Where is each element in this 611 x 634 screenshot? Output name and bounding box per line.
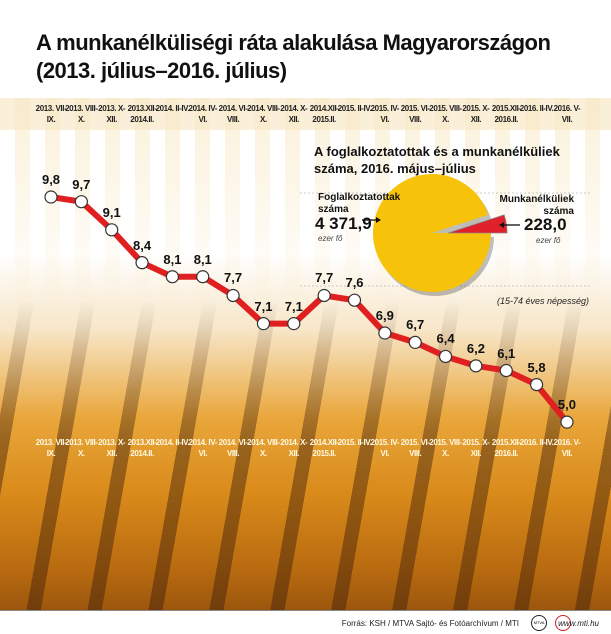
employed-value: 4 371,9 — [315, 214, 372, 233]
mti-logo — [555, 615, 571, 631]
x-tick-label: 2014. X-XII. — [280, 104, 308, 124]
website-link[interactable]: www.mti.hu — [558, 619, 599, 628]
footer: Forrás: KSH / MTVA Sajtó- és Fotóarchívu… — [0, 610, 611, 634]
pie-slice-unemployed — [447, 214, 508, 234]
x-tick-label: 2016. V-VII. — [553, 438, 581, 458]
title-line-1: A munkanélküliségi ráta alakulása Magyar… — [36, 30, 551, 55]
x-tick-label: 2013. X-XII. — [98, 438, 126, 458]
x-tick-label: 2015. IV-VI. — [370, 104, 400, 124]
x-tick-label: 2015.XII- 2016.II. — [491, 104, 521, 124]
x-tick-label: 2015.XII- 2016.II. — [491, 438, 521, 458]
top-axis-band — [0, 98, 611, 130]
x-tick-label: 2015. X-XII. — [462, 104, 490, 124]
x-tick-label: 2013. VIII-X. — [65, 104, 98, 124]
data-label: 5,8 — [527, 359, 546, 375]
x-tick-label: 2013.XII- 2014.II. — [127, 438, 157, 458]
x-tick-label: 2013.XII- 2014.II. — [127, 104, 157, 124]
x-tick-label: 2013. VII-IX. — [35, 438, 67, 458]
x-tick-label: 2015. X-XII. — [462, 438, 490, 458]
employed-label: Foglalkoztatottak száma — [318, 192, 401, 215]
data-point — [287, 317, 301, 331]
x-tick-label: 2014. IV-VI. — [188, 104, 218, 124]
data-label: 7,7 — [315, 270, 334, 286]
population-note: (15-74 éves népesség) — [497, 296, 590, 306]
data-point — [74, 195, 88, 209]
x-tick-label: 2014. VI-VIII. — [218, 438, 248, 458]
mtva-logo: MTVA — [531, 615, 547, 631]
x-tick-label: 2016. II-IV. — [519, 438, 554, 447]
data-point — [165, 270, 179, 284]
x-tick-label: 2014. IV-VI. — [188, 438, 218, 458]
column-bands — [0, 98, 611, 308]
data-label: 5,0 — [557, 397, 576, 413]
x-tick-label: 2014. VIII-X. — [247, 438, 280, 458]
data-point — [408, 335, 422, 349]
data-label: 7,7 — [224, 270, 243, 286]
data-point — [378, 326, 392, 340]
x-tick-label: 2016. II-IV. — [519, 104, 554, 113]
data-point — [347, 293, 362, 307]
source-text: Forrás: KSH / MTVA Sajtó- és Fotóarchívu… — [341, 619, 519, 628]
data-label: 6,1 — [497, 345, 516, 361]
data-label: 7,1 — [284, 298, 303, 314]
unemployed-unit: ezer fő — [536, 236, 561, 245]
pie-slice-employed — [373, 174, 491, 293]
data-point — [256, 317, 271, 331]
x-tick-label: 2015. VIII-X. — [429, 104, 462, 124]
title-line-2: (2013. július–2016. július) — [36, 58, 287, 83]
data-label: 6,7 — [406, 317, 425, 333]
data-point — [469, 359, 483, 373]
data-label: 9,1 — [102, 204, 121, 220]
data-point — [196, 270, 210, 284]
x-tick-label: 2015. VIII-X. — [429, 438, 462, 458]
x-tick-label: 2014. VIII-X. — [247, 104, 280, 124]
data-point — [105, 223, 119, 237]
data-label: 9,7 — [72, 176, 91, 192]
data-label: 7,6 — [345, 275, 364, 291]
x-tick-label: 2015. II-IV. — [337, 104, 372, 113]
data-label: 6,4 — [436, 331, 455, 347]
data-point — [226, 288, 240, 303]
x-tick-label: 2014. II-IV. — [155, 438, 190, 447]
data-point — [499, 363, 513, 378]
data-point — [44, 190, 58, 204]
unemployed-value: 228,0 — [524, 215, 567, 234]
x-tick-label: 2015. VI-VIII. — [400, 438, 430, 458]
data-label: 6,9 — [375, 308, 394, 323]
x-tick-label: 2015. VI-VIII. — [400, 104, 430, 124]
x-tick-label: 2014.XII- 2015.II. — [309, 438, 339, 458]
employed-unit: ezer fő — [318, 234, 343, 243]
x-tick-label: 2014. II-IV. — [155, 104, 190, 113]
x-tick-label: 2013. X-XII. — [98, 104, 126, 124]
data-label: 8,1 — [193, 251, 212, 267]
data-label: 6,2 — [466, 340, 485, 356]
data-label: 8,4 — [133, 237, 152, 253]
x-tick-label: 2015. II-IV. — [337, 438, 372, 447]
data-point — [135, 256, 149, 270]
unemployed-label: Munkanélküliek száma — [499, 194, 574, 217]
data-label: 8,1 — [163, 251, 182, 267]
data-label: 7,1 — [254, 298, 273, 314]
background-photo — [0, 300, 611, 610]
data-point — [529, 378, 544, 392]
x-tick-label: 2016. V-VII. — [553, 104, 581, 124]
data-point — [438, 349, 453, 364]
x-tick-label: 2015. IV-VI. — [370, 438, 400, 458]
data-point — [317, 288, 331, 303]
data-point — [560, 415, 574, 429]
x-tick-label: 2014.XII- 2015.II. — [309, 104, 339, 124]
x-tick-label: 2014. X-XII. — [280, 438, 308, 458]
x-tick-label: 2014. VI-VIII. — [218, 104, 248, 124]
pie-title: A foglalkoztatottak és a munkanélküliek … — [314, 144, 560, 176]
data-label: 9,8 — [41, 172, 61, 187]
x-tick-label: 2013. VII-IX. — [35, 104, 67, 124]
x-tick-label: 2013. VIII-X. — [65, 438, 98, 458]
